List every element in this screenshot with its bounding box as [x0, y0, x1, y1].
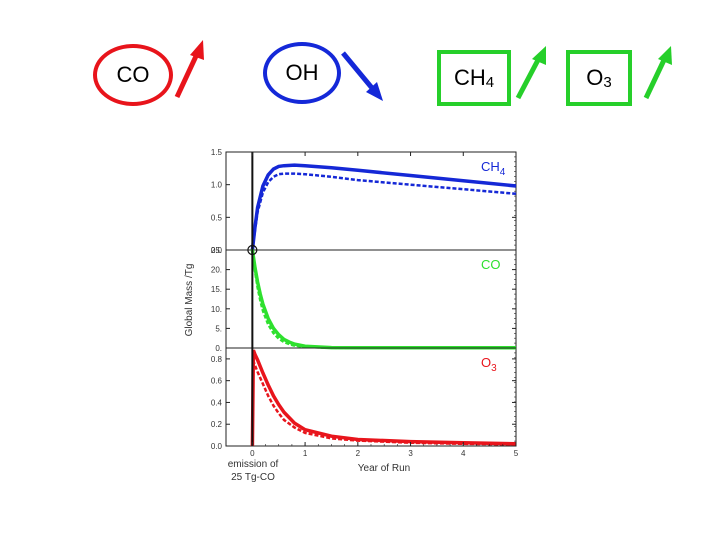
co-y-tick-label: 20. — [211, 266, 222, 275]
co-dashed-line — [251, 249, 516, 350]
x-tick-label: 5 — [514, 449, 519, 458]
oh-badge-label: OH — [285, 60, 319, 85]
ch4-badge-label: CH — [453, 65, 486, 90]
ch4-series-label: CH4 — [481, 159, 506, 178]
x-tick-label: 3 — [408, 449, 413, 458]
emission-annotation-line2: 25 Tg-CO — [231, 472, 275, 483]
x-tick-label: 1 — [303, 449, 308, 458]
o3-badge-label: O — [586, 65, 604, 90]
x-tick-label: 4 — [461, 449, 466, 458]
co-badge: CO — [93, 44, 173, 106]
co-y-tick-label: 10. — [211, 305, 222, 314]
co-series-label: CO — [481, 257, 501, 272]
ch4-badge: CH 4 — [437, 50, 511, 106]
emission-annotation-line1: emission of — [228, 459, 279, 470]
o3-y-tick-label: 0.6 — [211, 377, 223, 386]
ch4-solid-line — [250, 163, 517, 251]
o3-badge-subscript: 3 — [603, 73, 612, 91]
co-solid-line — [250, 249, 516, 350]
ch4-badge-subscript: 4 — [485, 73, 495, 91]
y-axis-title: Global Mass /Tg — [184, 264, 195, 337]
ch4-y-tick-label: 1.5 — [211, 148, 223, 157]
ch4-dashed-line — [251, 172, 517, 251]
co-badge-label: CO — [116, 62, 150, 87]
oh-badge: OH — [263, 42, 341, 104]
o3-solid-line — [250, 349, 517, 447]
x-axis-title: Year of Run — [358, 463, 410, 474]
x-tick-label: 2 — [356, 449, 361, 458]
ch4-series-label-subscript: 4 — [500, 167, 506, 178]
co-y-tick-label: 0. — [215, 344, 222, 353]
plot-frame — [225, 151, 517, 447]
ch4-y-tick-label: 1.0 — [211, 181, 223, 190]
o3-y-tick-label: 0.4 — [211, 398, 223, 407]
o3-y-tick-label: 0.0 — [211, 442, 223, 451]
co-y-tick-label: 15. — [211, 285, 222, 294]
o3-series-label-subscript: 3 — [491, 363, 497, 374]
ch4-y-tick-label: 0.0 — [211, 246, 223, 255]
o3-dashed-line — [251, 360, 517, 447]
ch4-y-tick-label: 0.5 — [211, 213, 223, 222]
co-y-tick-label: 25. — [211, 246, 222, 255]
o3-series-label: O3 — [481, 355, 497, 374]
co-y-tick-label: 5. — [215, 324, 222, 333]
x-tick-label: 0 — [250, 449, 255, 458]
o3-y-tick-label: 0.2 — [211, 420, 223, 429]
o3-y-tick-label: 0.8 — [211, 355, 223, 364]
